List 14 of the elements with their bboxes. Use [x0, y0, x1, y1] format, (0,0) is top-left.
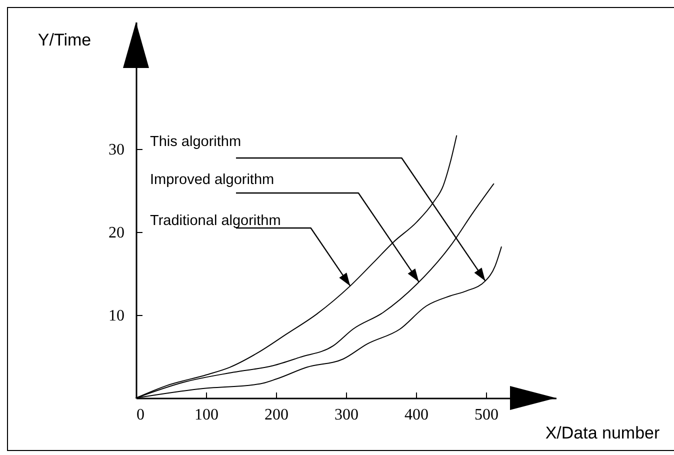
x-tick-label: 500: [474, 406, 498, 424]
x-tick-label: 400: [404, 406, 428, 424]
x-tick-label: 300: [334, 406, 358, 424]
y-tick-label: 20: [108, 224, 124, 242]
y-axis-title: Y/Time: [38, 30, 92, 50]
y-tick-label: 10: [108, 308, 124, 324]
x-tick-label: 200: [264, 406, 288, 424]
y-tick-label: 30: [108, 141, 124, 158]
x-tick-label: 100: [194, 406, 218, 424]
annotation: Improved algorithm: [150, 172, 274, 188]
x-tick-label: 0: [136, 406, 144, 424]
annotation: Traditional algorithm: [150, 213, 281, 229]
annotation: This algorithm: [150, 134, 242, 150]
x-axis-title: X/Data number: [545, 424, 660, 442]
